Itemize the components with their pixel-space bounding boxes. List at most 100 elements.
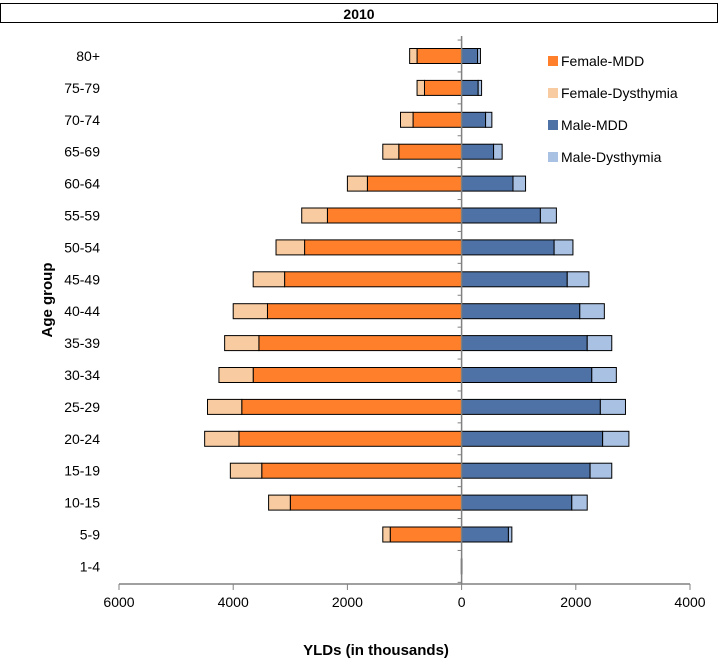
- bar-male-dysthymia-20-24: [602, 430, 630, 447]
- x-tick-label: 4000: [218, 594, 249, 610]
- bar-female-dysthymia-80plus: [409, 48, 418, 64]
- bar-male-mdd-55-59: [461, 207, 541, 224]
- bar-male-dysthymia-5-9: [507, 526, 513, 543]
- y-tick-label-60-64: 60-64: [64, 176, 100, 192]
- bar-male-dysthymia-10-15: [571, 494, 588, 511]
- bar-male-dysthymia-75-79: [477, 79, 483, 96]
- bar-male-dysthymia-30-34: [591, 367, 617, 383]
- bar-female-dysthymia-45-49: [252, 271, 286, 288]
- bar-female-dysthymia-65-69: [382, 143, 400, 160]
- x-tick-label: 6000: [103, 594, 134, 610]
- bar-female-dysthymia-15-19: [229, 462, 263, 479]
- bar-male-mdd-60-64: [461, 175, 514, 192]
- bar-female-dysthymia-20-24: [204, 430, 240, 447]
- y-tick-label-15-19: 15-19: [64, 463, 100, 479]
- y-tick-label-45-49: 45-49: [64, 271, 100, 287]
- bar-female-mdd-45-49: [284, 271, 463, 288]
- x-tick-label: 0: [458, 594, 466, 610]
- bar-female-mdd-35-39: [258, 335, 463, 352]
- bar-female-dysthymia-50-54: [275, 239, 306, 256]
- bar-male-mdd-50-54: [461, 239, 555, 256]
- x-tick-label: 4000: [674, 594, 705, 610]
- x-axis-title: YLDs (in thousands): [303, 642, 449, 659]
- bar-female-mdd-70-74: [412, 111, 463, 128]
- bar-female-dysthymia-10-15: [268, 494, 291, 511]
- bar-female-mdd-50-54: [304, 239, 463, 256]
- legend-label-male-dysthymia: Male-Dysthymia: [561, 149, 662, 165]
- bar-male-mdd-5-9: [461, 526, 509, 543]
- bar-male-mdd-80plus: [461, 48, 479, 64]
- legend-swatch-female-mdd: [548, 56, 558, 66]
- axes-layer: 80+ 75-79 70-74 65-69 60-64 55-59 50-54 45-49 40…: [64, 36, 706, 610]
- y-tick-label-80plus: 80+: [76, 48, 100, 64]
- y-tick-label-25-29: 25-29: [64, 399, 100, 415]
- legend: Female-MDD Female-Dysthymia Male-MDD Male-D…: [548, 53, 678, 165]
- bar-female-dysthymia-35-39: [224, 335, 260, 352]
- legend-label-female-mdd: Female-MDD: [561, 53, 644, 69]
- y-tick-label-30-34: 30-34: [64, 367, 100, 383]
- bar-female-dysthymia-30-34: [218, 367, 254, 383]
- legend-label-female-dysthymia: Female-Dysthymia: [561, 85, 678, 101]
- bar-female-mdd-25-29: [241, 398, 463, 415]
- y-tick-label-1-4: 1-4: [80, 558, 100, 574]
- legend-label-male-mdd: Male-MDD: [561, 117, 628, 133]
- bar-female-dysthymia-55-59: [301, 207, 328, 224]
- bar-male-dysthymia-40-44: [579, 303, 605, 320]
- bar-male-dysthymia-35-39: [586, 335, 613, 352]
- x-tick-label: 2000: [332, 594, 363, 610]
- bar-female-mdd-80plus: [416, 48, 463, 64]
- bar-male-mdd-10-15: [461, 494, 573, 511]
- bar-male-dysthymia-70-74: [485, 111, 493, 128]
- legend-swatch-female-dysthymia: [548, 88, 558, 98]
- bar-female-dysthymia-40-44: [232, 303, 268, 320]
- bar-male-mdd-20-24: [461, 430, 604, 447]
- bar-male-mdd-45-49: [461, 271, 568, 288]
- y-tick-label-65-69: 65-69: [64, 144, 100, 160]
- bar-female-dysthymia-5-9: [382, 526, 391, 543]
- bar-male-mdd-75-79: [461, 79, 479, 96]
- bar-male-mdd-25-29: [461, 398, 601, 415]
- bar-male-dysthymia-15-19: [589, 462, 613, 479]
- bar-female-mdd-30-34: [252, 367, 463, 383]
- y-tick-label-70-74: 70-74: [64, 112, 100, 128]
- y-tick-label-50-54: 50-54: [64, 239, 100, 255]
- bar-male-dysthymia-50-54: [553, 239, 574, 256]
- bar-female-mdd-65-69: [398, 143, 463, 160]
- bar-male-dysthymia-80plus: [477, 48, 481, 64]
- chart-title: 2010: [0, 3, 718, 23]
- bar-female-dysthymia-25-29: [207, 398, 243, 415]
- bar-female-dysthymia-75-79: [416, 79, 425, 96]
- bar-female-mdd-20-24: [238, 430, 463, 447]
- bar-male-dysthymia-65-69: [493, 143, 503, 160]
- y-tick-label-75-79: 75-79: [64, 80, 100, 96]
- bar-male-dysthymia-45-49: [566, 271, 590, 288]
- bar-female-mdd-15-19: [261, 462, 463, 479]
- bar-male-mdd-65-69: [461, 143, 495, 160]
- bar-male-mdd-70-74: [461, 111, 487, 128]
- y-tick-label-20-24: 20-24: [64, 431, 100, 447]
- bar-female-mdd-10-15: [289, 494, 463, 511]
- y-tick-label-35-39: 35-39: [64, 335, 100, 351]
- bar-male-mdd-30-34: [461, 367, 593, 383]
- y-tick-label-55-59: 55-59: [64, 208, 100, 224]
- bar-female-dysthymia-60-64: [346, 175, 368, 192]
- legend-swatch-male-dysthymia: [548, 152, 558, 162]
- x-tick-label: 2000: [560, 594, 591, 610]
- bar-male-mdd-15-19: [461, 462, 591, 479]
- bar-female-dysthymia-70-74: [400, 111, 414, 128]
- bar-female-mdd-60-64: [366, 175, 463, 192]
- bar-female-mdd-40-44: [266, 303, 463, 320]
- bar-female-mdd-5-9: [389, 526, 463, 543]
- bar-male-dysthymia-25-29: [599, 398, 626, 415]
- y-tick-label-40-44: 40-44: [64, 303, 100, 319]
- bar-male-mdd-40-44: [461, 303, 581, 320]
- legend-swatch-male-mdd: [548, 120, 558, 130]
- y-tick-label-10-15: 10-15: [64, 495, 100, 511]
- bar-female-mdd-55-59: [326, 207, 463, 224]
- y-tick-label-5-9: 5-9: [80, 527, 100, 543]
- bars-layer: [204, 48, 630, 575]
- bar-female-mdd-75-79: [423, 79, 463, 96]
- bar-male-dysthymia-55-59: [539, 207, 557, 224]
- y-axis-title: Age group: [39, 263, 56, 338]
